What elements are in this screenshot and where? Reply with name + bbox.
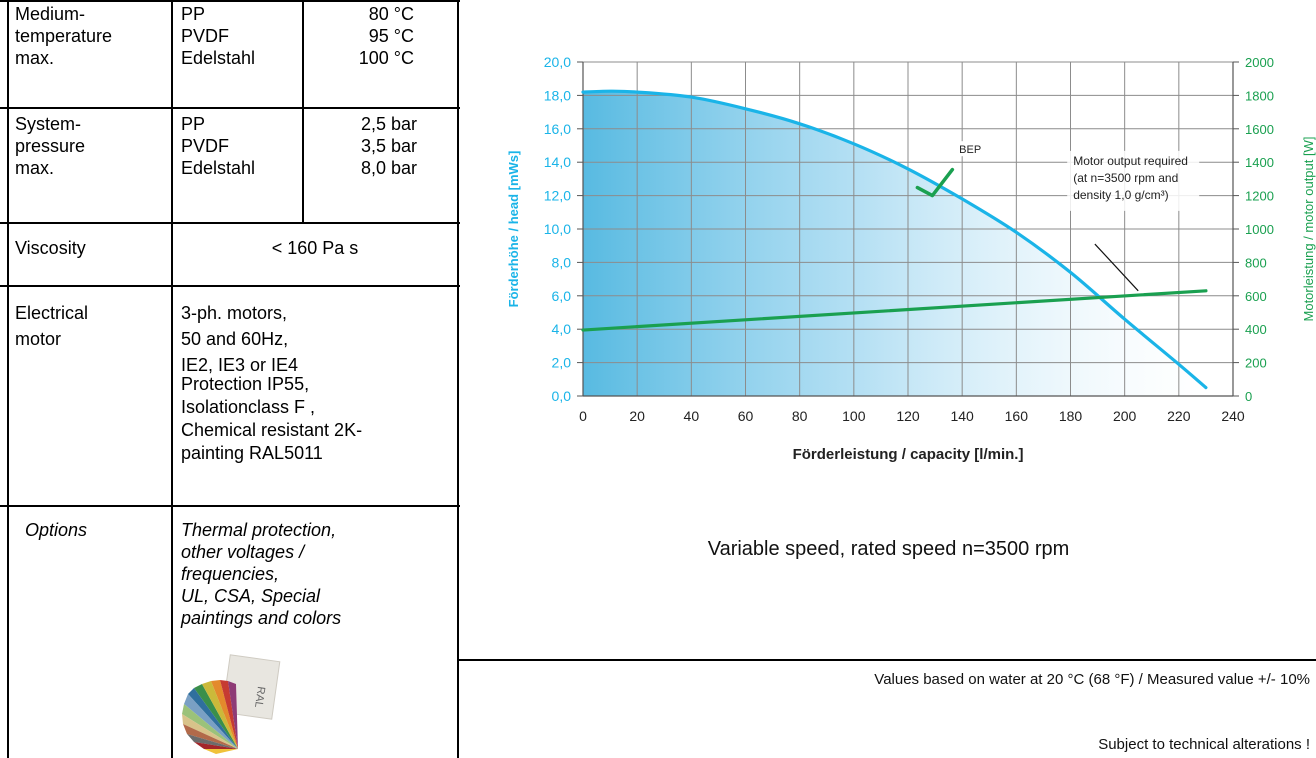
head-area-fill bbox=[583, 91, 1206, 397]
y2-tick-label: 1800 bbox=[1245, 88, 1274, 103]
table-border bbox=[171, 0, 173, 758]
y2-tick-label: 800 bbox=[1245, 255, 1267, 270]
y2-tick-label: 200 bbox=[1245, 356, 1267, 371]
row-label-viscosity: Viscosity bbox=[15, 238, 86, 258]
viscosity-value: < 160 Pa s bbox=[271, 238, 359, 258]
y-tick-label: 2,0 bbox=[552, 355, 572, 371]
ral-color-fan-image: RAL bbox=[182, 654, 281, 754]
table-border bbox=[7, 0, 9, 758]
material-list: PP PVDF Edelstahl bbox=[181, 4, 256, 68]
y-tick-label: 4,0 bbox=[552, 321, 572, 337]
chart-caption: Variable speed, rated speed n=3500 rpm bbox=[707, 538, 1070, 560]
svg-text:RAL: RAL bbox=[252, 686, 267, 709]
y-tick-label: 0,0 bbox=[552, 388, 572, 404]
row-label-motor: Electrical motor bbox=[15, 303, 89, 349]
y-tick-label: 20,0 bbox=[544, 54, 571, 70]
series-line-head bbox=[581, 89, 1208, 390]
y2-tick-label: 1200 bbox=[1245, 189, 1274, 204]
x-tick-label: 80 bbox=[792, 408, 808, 424]
y-tick-label: 14,0 bbox=[544, 154, 571, 170]
y-axis-title: Förderhöhe / head [mWs] bbox=[506, 151, 521, 308]
row-label-options: Options bbox=[25, 520, 88, 540]
x-tick-label: 40 bbox=[684, 408, 700, 424]
pump-curve-chart: 0 20 40 60 80 100 120 140 160 180 200 220 240 0,0 2,0 4… bbox=[461, 0, 1316, 660]
x-axis-title: Förderleistung / capacity [l/min.] bbox=[793, 446, 1024, 463]
x-tick-label: 60 bbox=[738, 408, 754, 424]
y-tick-label: 6,0 bbox=[552, 288, 572, 304]
x-tick-label: 240 bbox=[1221, 408, 1245, 424]
y2-tick-label: 1600 bbox=[1245, 122, 1274, 137]
table-border bbox=[0, 285, 460, 287]
y2-tick-label: 600 bbox=[1245, 289, 1267, 304]
y2-axis-title: Motorleistung / motor output [W] bbox=[1301, 137, 1316, 322]
temperature-values: 80 °C 95 °C 100 °C bbox=[358, 4, 414, 68]
spec-table: Medium-temperature max. PP PVDF Edelstahl 8… bbox=[0, 0, 460, 758]
y-tick-label: 12,0 bbox=[544, 188, 571, 204]
motor-details-2: Protection IP55, Isolationclass F , Chem… bbox=[181, 374, 363, 463]
bep-label: BEP bbox=[959, 144, 981, 156]
x-tick-label: 200 bbox=[1113, 408, 1137, 424]
x-tick-label: 120 bbox=[896, 408, 920, 424]
x-tick-label: 20 bbox=[629, 408, 645, 424]
alteration-note: Subject to technical alterations ! bbox=[1098, 736, 1310, 753]
motor-note-pointer bbox=[1094, 243, 1139, 292]
x-tick-label: 100 bbox=[842, 408, 866, 424]
table-border bbox=[0, 505, 460, 507]
motor-details: 3-ph. motors, 50 and 60Hz, IE2, IE3 or I… bbox=[181, 303, 299, 375]
x-tick-label: 0 bbox=[579, 408, 587, 424]
pressure-values: 2,5 bar 3,5 bar 8,0 bar bbox=[360, 114, 417, 178]
y2-tick-label: 400 bbox=[1245, 322, 1267, 337]
material-list: PP PVDF Edelstahl bbox=[181, 114, 256, 178]
table-border bbox=[0, 0, 460, 2]
y2-tick-label: 1000 bbox=[1245, 222, 1274, 237]
table-border bbox=[0, 222, 460, 224]
y-tick-label: 16,0 bbox=[544, 121, 571, 137]
divider bbox=[458, 659, 1316, 661]
options-details: Thermal protection, other voltages / fre… bbox=[181, 520, 342, 628]
motor-note-line: density 1,0 g/cm³) bbox=[1073, 188, 1168, 202]
x-tick-label: 140 bbox=[950, 408, 974, 424]
motor-note-line: (at n=3500 rpm and bbox=[1073, 171, 1178, 185]
y2-tick-label: 0 bbox=[1245, 389, 1252, 404]
table-border bbox=[0, 107, 460, 109]
y-tick-label: 18,0 bbox=[544, 87, 571, 103]
table-border bbox=[302, 0, 304, 222]
y2-tick-label: 1400 bbox=[1245, 155, 1274, 170]
table-border bbox=[457, 0, 459, 758]
row-label-temperature: Medium-temperature max. bbox=[15, 4, 113, 68]
x-tick-label: 220 bbox=[1167, 408, 1191, 424]
series-line-motor-output bbox=[581, 289, 1208, 332]
measurement-note: Values based on water at 20 °C (68 °F) /… bbox=[874, 671, 1310, 688]
chart-svg: 0 20 40 60 80 100 120 140 160 180 200 220 240 0,0 2,0 4… bbox=[506, 54, 1316, 463]
y-tick-label: 10,0 bbox=[544, 221, 571, 237]
motor-note-line: Motor output required bbox=[1073, 154, 1188, 168]
y2-tick-label: 2000 bbox=[1245, 55, 1274, 70]
x-tick-label: 160 bbox=[1005, 408, 1029, 424]
x-tick-label: 180 bbox=[1059, 408, 1083, 424]
y-tick-label: 8,0 bbox=[552, 254, 572, 270]
bep-label-bg bbox=[954, 141, 993, 157]
bep-check-mark bbox=[915, 167, 955, 198]
row-label-pressure: System-pressure max. bbox=[15, 114, 86, 178]
fan-strips bbox=[182, 680, 238, 754]
motor-note-bg bbox=[1067, 150, 1200, 211]
